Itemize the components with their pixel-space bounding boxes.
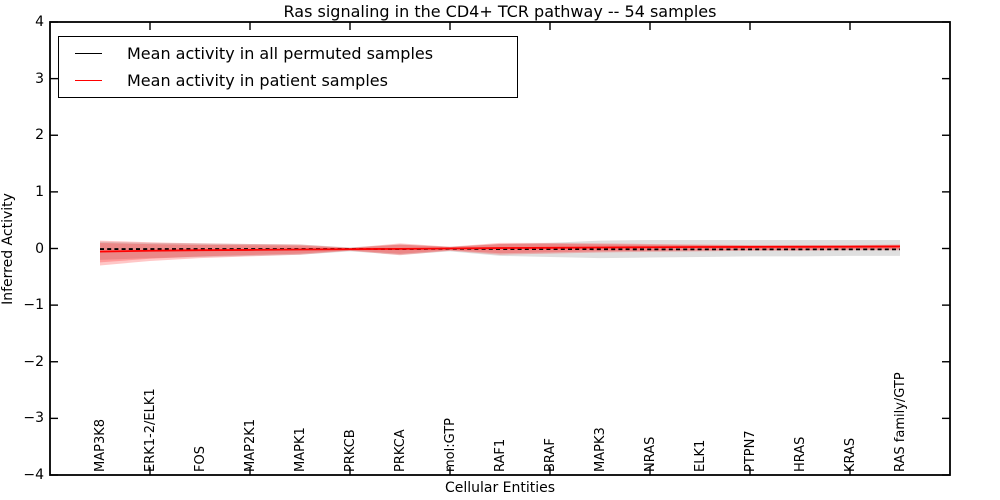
legend-label-patient: Mean activity in patient samples (127, 70, 388, 90)
y-tick-label: 4 (35, 14, 44, 30)
entity-label-raf1: RAF1 (492, 438, 508, 472)
entity-label-mapk3: MAPK3 (592, 427, 608, 472)
entity-label-prkcb: PRKCB (342, 429, 358, 472)
legend-entry-permuted: Mean activity in all permuted samples (75, 44, 517, 63)
entity-label-braf: BRAF (542, 438, 558, 472)
entity-label-mol-gtp: mol:GTP (442, 418, 458, 472)
y-tick-label: −2 (23, 353, 44, 370)
y-tick-label: 1 (35, 183, 44, 200)
legend-entry-patient: Mean activity in patient samples (75, 71, 517, 90)
black-line-swatch-icon (75, 53, 102, 55)
permuted-mean-line (100, 247, 900, 251)
entity-label-mapk1: MAPK1 (292, 427, 308, 472)
y-tick-label: −3 (23, 410, 44, 427)
entity-label-erk1-2-elk1: ERK1-2/ELK1 (142, 388, 158, 472)
entity-label-kras: KRAS (842, 437, 858, 472)
patient-mean-line (99, 245, 901, 253)
red-line-swatch-icon (75, 79, 102, 81)
entity-label-map2k1: MAP2K1 (242, 418, 258, 472)
y-tick-label: −4 (23, 467, 44, 483)
entity-label-nras: NRAS (642, 436, 658, 472)
x-axis-label: Cellular Entities (444, 480, 556, 496)
y-tick-label: 3 (35, 70, 44, 87)
legend-label-permuted: Mean activity in all permuted samples (127, 44, 434, 64)
y-tick-label: 0 (35, 240, 44, 257)
entity-label-elk1: ELK1 (692, 439, 708, 472)
entity-label-ras-family-gtp: RAS family/GTP (892, 372, 908, 472)
entity-label-prkca: PRKCA (392, 429, 408, 472)
chart-title: Ras signaling in the CD4+ TCR pathway --… (283, 2, 717, 21)
legend: Mean activity in all permuted samples Me… (58, 36, 518, 98)
permuted-std-band (100, 240, 900, 260)
entity-label-ptpn7: PTPN7 (742, 430, 758, 472)
y-tick-label: 2 (35, 127, 44, 144)
entity-label-fos: FOS (192, 446, 208, 472)
entity-label-hras: HRAS (792, 436, 808, 472)
y-tick-label: −1 (23, 297, 44, 314)
entity-label-map3k8: MAP3K8 (92, 418, 108, 472)
